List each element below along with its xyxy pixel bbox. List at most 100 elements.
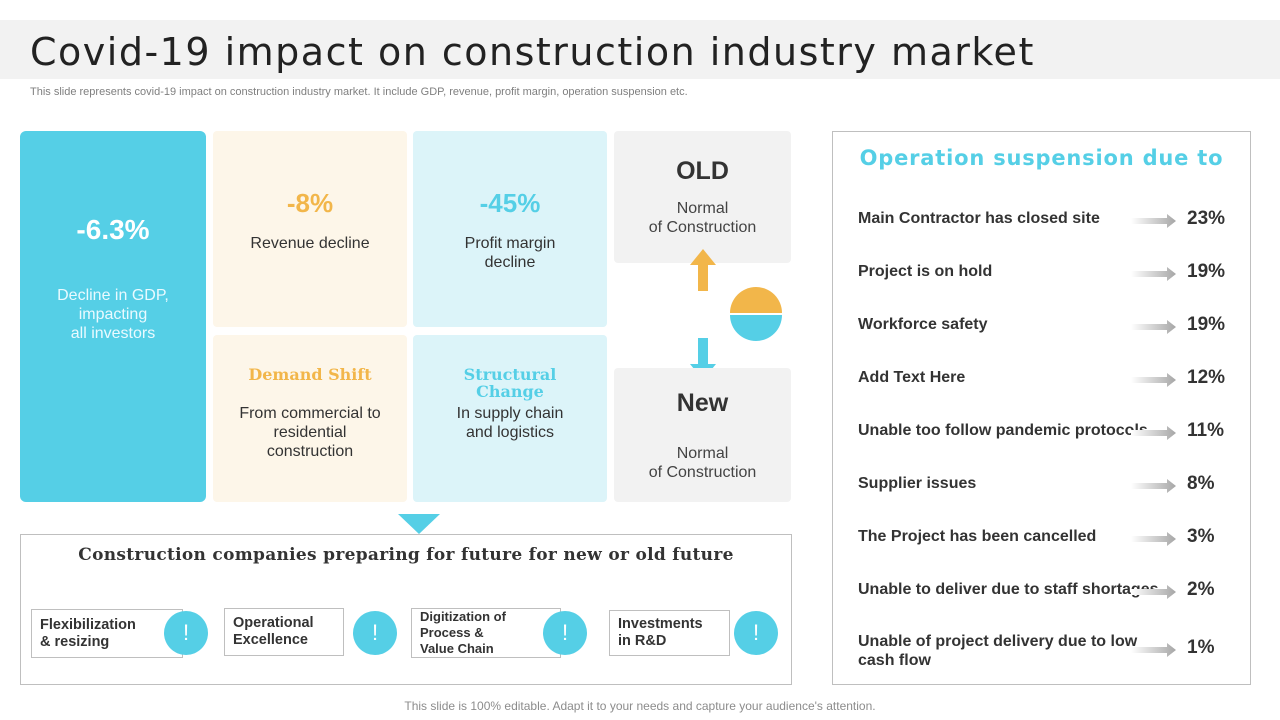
- revenue-label: Revenue decline: [250, 235, 370, 252]
- demand-shift-line: From commercial to: [239, 405, 381, 422]
- suspension-row: Unable to deliver due to staff shortages…: [833, 579, 1250, 619]
- profit-label-line: decline: [484, 254, 536, 271]
- new-normal-card: New Normal of Construction: [614, 368, 791, 502]
- suspension-label: Workforce safety: [858, 316, 988, 333]
- new-text-line: Normal: [676, 445, 729, 462]
- arrow-right-icon: [1131, 373, 1176, 387]
- suspension-title: Operation suspension due to: [859, 146, 1224, 170]
- suspension-label: The Project has been cancelled: [858, 528, 1097, 545]
- suspension-label: Project is on hold: [858, 263, 993, 280]
- future-title: Construction companies preparing for fut…: [78, 545, 734, 565]
- future-box: Construction companies preparing for fut…: [20, 534, 792, 685]
- new-text-line: of Construction: [648, 464, 757, 481]
- arrow-right-icon: [1131, 585, 1176, 599]
- new-text: Normal of Construction: [614, 444, 791, 482]
- profit-label: Profit margin decline: [413, 234, 607, 272]
- suspension-percent: 23%: [1187, 208, 1226, 229]
- arrow-right-icon: [1131, 479, 1176, 493]
- structural-change-title: Structural Change: [413, 366, 607, 400]
- structural-text-line: and logistics: [465, 424, 555, 441]
- page-subtitle: This slide represents covid-19 impact on…: [30, 86, 688, 98]
- arrow-right-icon: [1131, 267, 1176, 281]
- old-normal-card: OLD Normal of Construction: [614, 131, 791, 263]
- suspension-percent: 1%: [1187, 637, 1215, 658]
- operation-suspension-box: Operation suspension due to Main Contrac…: [832, 131, 1251, 685]
- arrow-right-icon: [1131, 532, 1176, 546]
- suspension-percent: 19%: [1187, 261, 1226, 282]
- structural-text-line: In supply chain: [456, 405, 564, 422]
- structural-change-card: Structural Change In supply chain and lo…: [413, 335, 607, 502]
- suspension-row: Workforce safety 19%: [833, 314, 1250, 354]
- future-item-investments: Investments in R&D: [609, 610, 730, 656]
- suspension-label: Add Text Here: [858, 369, 966, 386]
- future-item-line: Operational: [233, 615, 314, 631]
- profit-label-line: Profit margin: [464, 235, 556, 252]
- gdp-card: -6.3% Decline in GDP, impacting all inve…: [20, 131, 206, 502]
- new-title: New: [676, 389, 729, 417]
- arrow-right-icon: [1131, 643, 1176, 657]
- exclamation-icon: !: [734, 611, 778, 655]
- future-item-digitization: Digitization of Process & Value Chain: [411, 608, 561, 658]
- suspension-label: Unable of project delivery due to low ca…: [858, 632, 1158, 670]
- suspension-percent: 12%: [1187, 367, 1226, 388]
- gdp-desc-line: impacting: [78, 306, 148, 323]
- footer-note: This slide is 100% editable. Adapt it to…: [404, 699, 876, 713]
- demand-shift-title: Demand Shift: [248, 365, 372, 384]
- future-item-flexibilization: Flexibilization & resizing: [31, 609, 183, 658]
- suspension-row: Main Contractor has closed site 23%: [833, 208, 1250, 248]
- suspension-row: Project is on hold 19%: [833, 261, 1250, 301]
- suspension-percent: 2%: [1187, 579, 1215, 600]
- title-bar: [0, 20, 1280, 79]
- old-text-line: Normal: [676, 200, 729, 217]
- old-text-line: of Construction: [648, 219, 757, 236]
- suspension-row: The Project has been cancelled 3%: [833, 526, 1250, 566]
- future-item-line: Process &: [420, 625, 484, 640]
- suspension-percent: 11%: [1187, 420, 1224, 441]
- exclamation-icon: !: [543, 611, 587, 655]
- suspension-label: Unable to deliver due to staff shortages: [858, 581, 1159, 598]
- structural-title-line: Change: [476, 382, 544, 401]
- exclamation-icon: !: [353, 611, 397, 655]
- gdp-desc-line: Decline in GDP,: [57, 287, 169, 304]
- suspension-label-line: Unable of project delivery due to low: [858, 633, 1138, 650]
- old-text: Normal of Construction: [614, 199, 791, 237]
- future-item-line: & resizing: [40, 633, 110, 650]
- gdp-description: Decline in GDP, impacting all investors: [20, 286, 206, 343]
- structural-title-line: Structural: [463, 365, 557, 384]
- revenue-value: -8%: [286, 188, 334, 218]
- future-item-line: Digitization of: [420, 609, 506, 624]
- suspension-row: Unable too follow pandemic protocols 11%: [833, 420, 1250, 460]
- arrow-right-icon: [1131, 214, 1176, 228]
- future-item-line: Flexibilization: [40, 616, 136, 633]
- page-title: Covid-19 impact on construction industry…: [30, 30, 1035, 74]
- suspension-label: Unable too follow pandemic protocols: [858, 422, 1148, 439]
- structural-change-text: In supply chain and logistics: [413, 404, 607, 442]
- demand-shift-line: construction: [266, 443, 354, 460]
- suspension-percent: 19%: [1187, 314, 1226, 335]
- profit-value: -45%: [479, 188, 541, 218]
- future-item-operational: Operational Excellence: [224, 608, 344, 656]
- demand-shift-line: residential: [273, 424, 347, 441]
- pointer-triangle-icon: [398, 514, 440, 534]
- suspension-row: Supplier issues 8%: [833, 473, 1250, 513]
- arrow-up-icon: [690, 249, 716, 291]
- suspension-percent: 8%: [1187, 473, 1215, 494]
- future-item-line: in R&D: [618, 633, 667, 649]
- gdp-value: -6.3%: [76, 214, 150, 245]
- suspension-label-line: cash flow: [858, 652, 931, 669]
- future-item-line: Excellence: [233, 632, 308, 648]
- arrow-right-icon: [1131, 320, 1176, 334]
- future-item-line: Investments: [618, 616, 703, 632]
- suspension-label: Main Contractor has closed site: [858, 210, 1100, 227]
- arrow-right-icon: [1131, 426, 1176, 440]
- exclamation-icon: !: [164, 611, 208, 655]
- suspension-row: Unable of project delivery due to low ca…: [833, 632, 1250, 672]
- revenue-card: -8% Revenue decline: [213, 131, 407, 327]
- demand-shift-card: Demand Shift From commercial to resident…: [213, 335, 407, 502]
- suspension-row: Add Text Here 12%: [833, 367, 1250, 407]
- future-item-line: Value Chain: [420, 641, 494, 656]
- half-circle-icon: [730, 287, 782, 341]
- demand-shift-text: From commercial to residential construct…: [213, 404, 407, 461]
- old-title: OLD: [676, 157, 729, 185]
- suspension-label: Supplier issues: [858, 475, 977, 492]
